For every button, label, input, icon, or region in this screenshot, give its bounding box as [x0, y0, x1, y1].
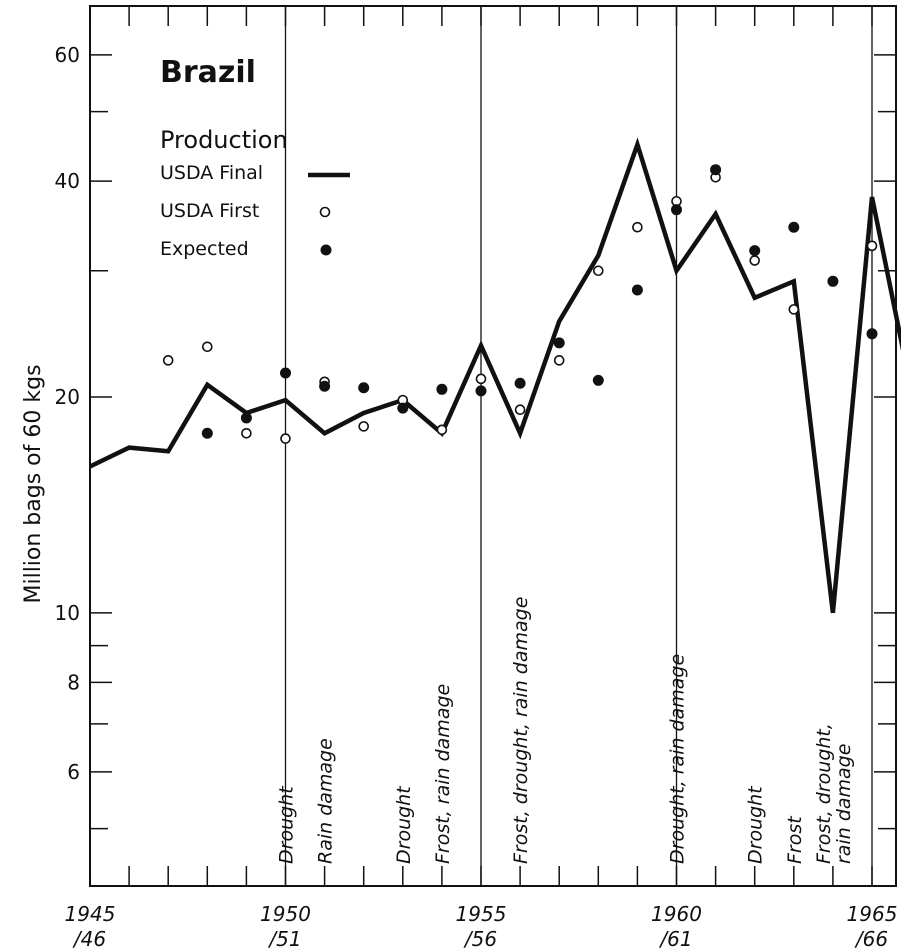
x-tick-label: 1950: [260, 902, 311, 926]
event-annotation: Drought, rain damage: [667, 654, 689, 864]
y-tick-label: 60: [55, 43, 80, 67]
event-annotations: Drought Rain damage Drought Frost, rain dam…: [276, 597, 855, 864]
data-series: [89, 137, 901, 614]
x-tick-label: /66: [854, 927, 888, 951]
x-tick-label: 1965: [847, 902, 898, 926]
expected-point: [671, 204, 682, 216]
expected-point: [358, 382, 370, 394]
expected-point: [240, 412, 252, 424]
x-tick-label: /46: [72, 927, 106, 951]
x-tick-label: 1945: [65, 902, 116, 926]
y-axis-ticks: 6 8 10 20 40 60: [55, 43, 896, 830]
usda-first-point: [553, 355, 565, 366]
x-tick-label: 1960: [651, 902, 702, 926]
usda-first-point: [280, 433, 291, 444]
usda-first-point: [514, 404, 526, 416]
event-annotation: Drought: [745, 785, 767, 864]
x-tick-label: 1955: [456, 902, 507, 926]
x-axis-ticks: 1945/46 1950/51 1955/56 1960/61 1965/66: [65, 6, 898, 951]
event-annotation: Drought: [393, 785, 415, 864]
y-tick-label: 8: [67, 670, 80, 694]
y-tick-label: 40: [55, 169, 80, 193]
legend-label: Expected: [160, 238, 249, 260]
legend-open-circle-marker: [319, 206, 331, 218]
expected-point: [436, 383, 448, 395]
expected-point: [514, 377, 526, 389]
event-annotation: Frost, rain damage: [432, 684, 454, 864]
event-annotation: rain damage: [833, 744, 855, 864]
event-annotation: Frost, drought,: [813, 723, 835, 864]
event-annotation: Drought: [276, 785, 298, 864]
usda-first-point: [358, 421, 370, 432]
expected-point: [827, 275, 839, 287]
usda-first-point: [436, 424, 448, 436]
usda-final-line: [89, 137, 901, 614]
usda-first-point: [162, 355, 174, 366]
usda-first-point: [866, 240, 878, 252]
usda-first-point: [749, 255, 761, 266]
period-divider-lines: [284, 6, 873, 886]
expected-point: [592, 374, 604, 386]
usda-first-point: [592, 265, 604, 277]
chart-title: Brazil: [160, 55, 256, 90]
legend: Production USDA Final USDA First Expected: [160, 126, 350, 260]
expected-point: [319, 380, 331, 392]
plot-frame: [89, 5, 897, 887]
event-annotation: Rain damage: [315, 738, 337, 864]
expected-point: [280, 367, 291, 379]
expected-point: [553, 337, 565, 349]
usda-first-point: [202, 341, 213, 353]
expected-point: [397, 402, 409, 414]
plot-border: [89, 5, 897, 887]
legend-filled-circle-marker: [320, 244, 332, 256]
expected-point: [710, 164, 722, 176]
usda-first-point: [788, 304, 800, 315]
expected-point: [201, 427, 213, 439]
expected-point: [475, 385, 487, 397]
legend-heading: Production: [160, 126, 288, 154]
event-annotation: Frost, drought, rain damage: [510, 597, 532, 864]
y-tick-label: 6: [67, 760, 80, 784]
x-tick-label: /56: [463, 927, 497, 951]
y-tick-label: 20: [55, 385, 80, 409]
y-axis-label: Million bags of 60 kgs: [21, 364, 46, 603]
expected-point: [749, 245, 761, 257]
legend-label: USDA Final: [160, 162, 263, 184]
event-annotation: Frost: [784, 815, 806, 864]
usda-first-point: [632, 221, 643, 233]
expected-point: [631, 284, 643, 296]
y-tick-label: 10: [55, 601, 80, 625]
expected-point: [788, 221, 800, 233]
legend-label: USDA First: [160, 200, 259, 222]
usda-first-point: [475, 373, 487, 385]
usda-first-point: [241, 427, 252, 439]
x-tick-label: /61: [658, 927, 692, 951]
x-tick-label: /51: [267, 927, 301, 951]
expected-point: [866, 328, 878, 340]
